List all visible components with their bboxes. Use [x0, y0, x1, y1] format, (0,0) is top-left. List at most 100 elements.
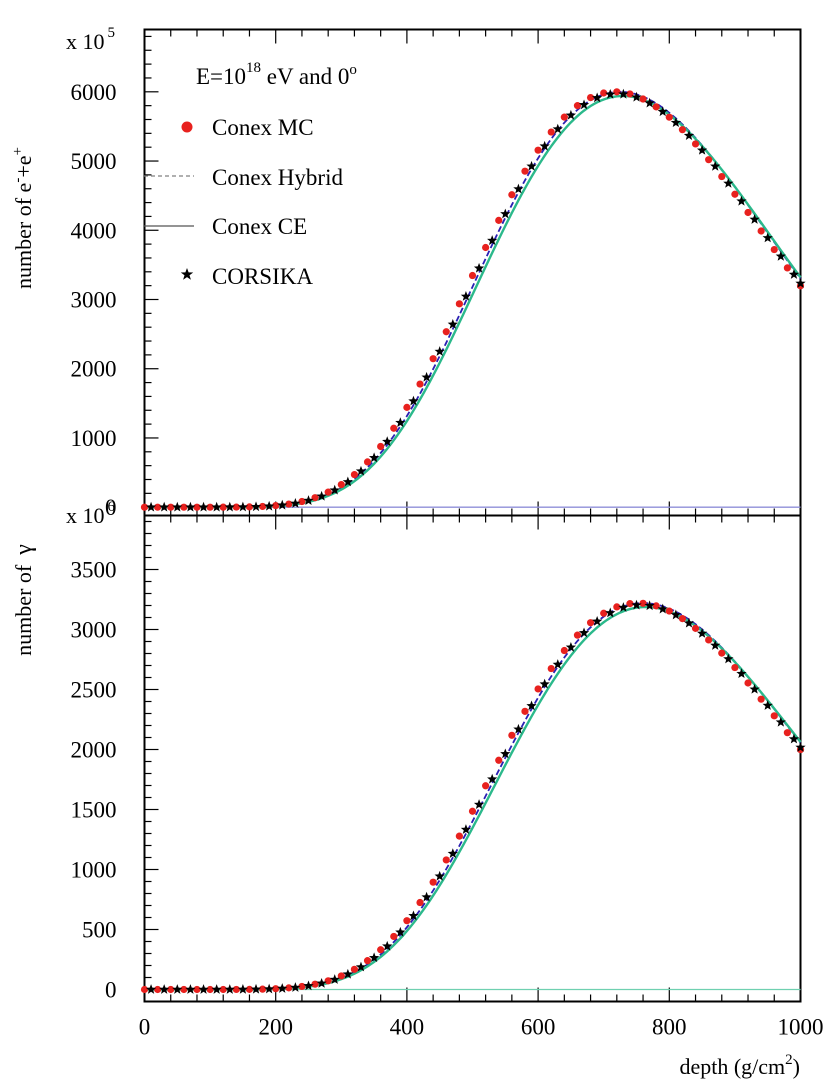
- bottom-panel: 0 500 1000 1500 2000 2500 3000 3500 0 200 400 600 80…: [71, 515, 824, 1040]
- point-top-corsika-930: [749, 214, 760, 224]
- point-bottom-corsika-910: [736, 668, 747, 679]
- point-bottom-conex-mc-520: [482, 782, 490, 790]
- point-top-conex-mc-380: [390, 424, 398, 432]
- point-top-corsika-570: [513, 183, 524, 194]
- y-tick-label-bottom-2000: 2000: [71, 738, 117, 763]
- top-ylabel-sup1: -: [10, 178, 26, 183]
- point-bottom-corsika-510: [473, 799, 485, 809]
- x-tick-label-1000: 1000: [778, 1015, 824, 1040]
- point-bottom-corsika-190: [264, 983, 275, 994]
- top-ylabel-main: number of e: [11, 183, 36, 289]
- point-top-conex-mc-820: [678, 126, 687, 134]
- point-top-corsika-870: [710, 160, 721, 171]
- y-tick-label-bottom-3500: 3500: [71, 558, 117, 583]
- point-top-conex-mc-400: [403, 403, 411, 411]
- bottom-ylabel-gamma: γ: [11, 544, 37, 556]
- point-bottom-corsika-150: [237, 984, 249, 994]
- point-top-conex-mc-600: [534, 146, 542, 154]
- point-top-corsika-970: [775, 250, 786, 261]
- y-tick-label-top-6000: 6000: [71, 80, 117, 105]
- series-line-top-conex-hybrid: [144, 90, 802, 509]
- point-bottom-conex-mc-620: [547, 664, 555, 673]
- point-top-conex-mc-860: [705, 156, 713, 164]
- point-top-corsika-830: [683, 130, 695, 141]
- point-bottom-corsika-630: [552, 659, 563, 669]
- point-top-conex-mc-0: [140, 503, 149, 511]
- point-top-corsika-50: [172, 501, 183, 512]
- point-top-corsika-10: [145, 501, 157, 512]
- point-bottom-corsika-470: [447, 848, 458, 858]
- point-bottom-conex-mc-120: [219, 985, 227, 994]
- point-bottom-conex-mc-260: [311, 980, 319, 988]
- point-bottom-conex-mc-300: [337, 972, 345, 980]
- point-top-conex-mc-160: [245, 503, 254, 511]
- point-bottom-corsika-610: [539, 678, 550, 689]
- point-bottom-conex-mc-320: [350, 965, 359, 973]
- point-top-corsika-350: [368, 452, 380, 463]
- point-bottom-corsika-530: [487, 773, 498, 784]
- point-top-corsika-110: [211, 501, 222, 512]
- top-yscale-base: x 10: [66, 29, 105, 54]
- point-top-corsika-530: [487, 235, 498, 245]
- point-bottom-conex-mc-440: [429, 878, 437, 886]
- top-yscale-exp: 5: [108, 25, 116, 41]
- point-bottom-conex-mc-580: [521, 707, 529, 715]
- point-top-conex-mc-960: [770, 245, 778, 254]
- series-line-bottom-conex-hybrid: [144, 602, 802, 991]
- bottom-y-scale-factor: x 10 6: [66, 499, 116, 528]
- point-bottom-corsika-850: [696, 628, 708, 638]
- point-bottom-corsika-870: [710, 640, 721, 650]
- point-top-corsika-890: [723, 178, 734, 188]
- point-top-corsika-730: [618, 88, 629, 99]
- point-top-conex-mc-260: [311, 494, 319, 502]
- legend-entry-conex-mc: Conex MC: [181, 115, 314, 140]
- point-top-corsika-270: [316, 490, 327, 501]
- point-bottom-conex-mc-840: [691, 624, 700, 632]
- point-top-corsika-490: [460, 291, 472, 301]
- point-top-conex-mc-360: [377, 442, 385, 451]
- point-bottom-corsika-890: [723, 653, 734, 664]
- point-bottom-conex-mc-240: [298, 982, 306, 991]
- point-bottom-conex-mc-600: [534, 685, 542, 693]
- point-bottom-conex-mc-900: [731, 663, 739, 672]
- point-bottom-corsika-930: [749, 683, 760, 694]
- point-top-conex-mc-220: [285, 500, 293, 508]
- point-top-corsika-230: [290, 498, 301, 508]
- point-bottom-conex-mc-640: [560, 646, 568, 655]
- point-bottom-corsika-130: [224, 984, 235, 994]
- point-bottom-conex-mc-820: [678, 615, 687, 623]
- annotation-exp: 18: [246, 60, 261, 76]
- legend: Conex MC Conex Hybrid Conex CE CORSIKA: [144, 115, 343, 289]
- point-bottom-corsika-290: [329, 974, 340, 984]
- point-top-conex-mc-440: [429, 355, 437, 363]
- x-tick-label-800: 800: [652, 1015, 687, 1040]
- point-top-corsika-790: [657, 106, 668, 117]
- point-bottom-conex-mc-140: [232, 985, 240, 994]
- point-top-corsika-750: [631, 91, 642, 102]
- point-bottom-conex-mc-720: [613, 603, 621, 611]
- point-top-conex-mc-240: [298, 497, 306, 506]
- point-bottom-corsika-750: [631, 599, 642, 610]
- point-top-corsika-650: [565, 109, 577, 120]
- point-bottom-corsika-270: [316, 977, 327, 988]
- bottom-ylabel-main: number of: [11, 564, 36, 656]
- x-tick-label-400: 400: [390, 1015, 425, 1040]
- point-top-conex-mc-340: [363, 458, 372, 466]
- point-top-corsika-70: [185, 501, 196, 512]
- x-axis-title: depth (g/cm2): [679, 1052, 800, 1079]
- series-line-top-conex-ce: [144, 94, 802, 509]
- point-top-conex-mc-560: [508, 191, 516, 199]
- point-top-corsika-630: [552, 123, 563, 134]
- point-bottom-corsika-550: [500, 748, 511, 759]
- point-top-corsika-130: [224, 501, 235, 512]
- point-bottom-corsika-50: [172, 984, 183, 994]
- point-top-conex-mc-100: [206, 503, 214, 511]
- point-top-conex-mc-980: [783, 264, 791, 272]
- point-bottom-corsika-570: [513, 723, 524, 734]
- y-tick-label-bottom-3000: 3000: [71, 618, 117, 643]
- point-top-corsika-470: [447, 318, 458, 329]
- y-tick-label-top-1000: 1000: [71, 426, 117, 451]
- point-bottom-conex-mc-100: [206, 985, 214, 994]
- legend-marker-corsika: [180, 268, 194, 280]
